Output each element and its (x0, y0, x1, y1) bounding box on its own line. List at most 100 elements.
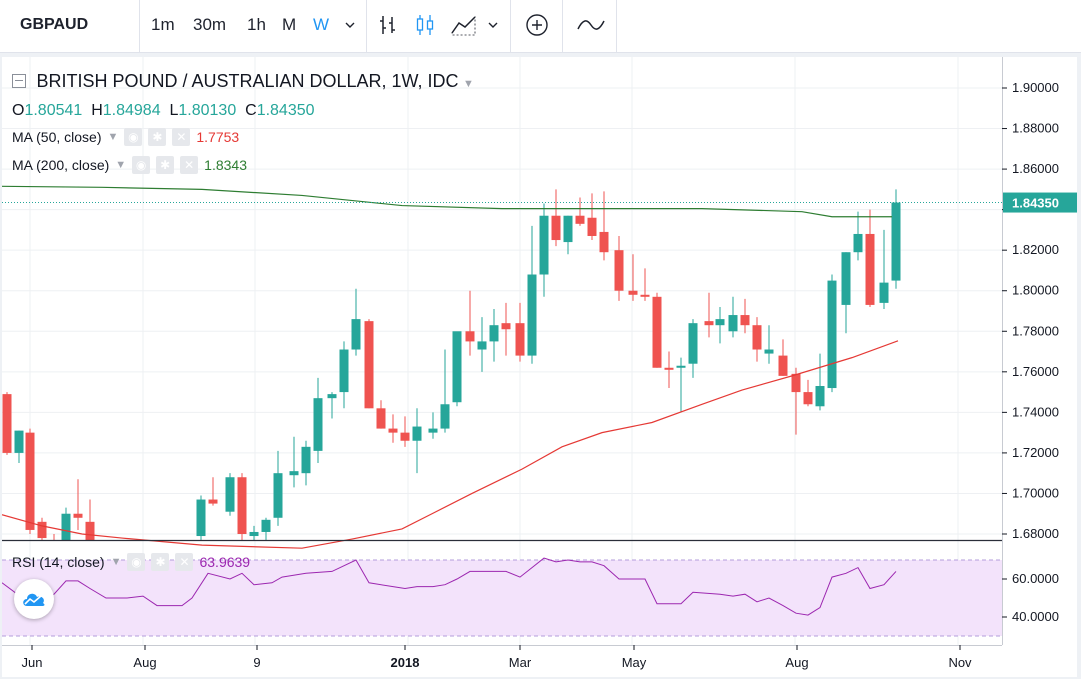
high-value: 1.84984 (102, 102, 161, 119)
candle-body (853, 233, 863, 253)
close-value: 1.84350 (256, 102, 315, 119)
candle-body (249, 531, 259, 537)
close-icon[interactable]: ✕ (180, 156, 199, 174)
candle-body (489, 325, 499, 342)
candle-body (599, 231, 609, 253)
legend-toggle-icon[interactable] (12, 74, 26, 88)
candle-body (452, 331, 462, 403)
candle-body (14, 430, 24, 453)
chevron-down-icon[interactable] (486, 0, 500, 50)
eye-icon[interactable]: ◉ (127, 553, 146, 571)
toolbar-divider (510, 0, 511, 52)
timeframe-1h[interactable]: 1h (247, 15, 266, 34)
candle-body (440, 404, 450, 429)
ma50-value: 1.7753 (196, 129, 240, 145)
time-tick-label: Jun (22, 655, 43, 670)
rsi-line (2, 557, 897, 616)
candle-body (2, 394, 12, 453)
candle-body (261, 519, 271, 532)
candle-body (364, 321, 374, 409)
candle-body (501, 323, 511, 330)
candle-body (865, 233, 875, 305)
candle-body (428, 428, 438, 433)
close-icon[interactable]: ✕ (172, 128, 191, 146)
candle-body (73, 513, 83, 518)
add-compare-icon[interactable] (524, 0, 550, 50)
chevron-down-icon[interactable]: ▼ (107, 131, 119, 143)
time-tick-label: Aug (785, 655, 808, 670)
candle-body (891, 202, 901, 281)
legend-title: BRITISH POUND / AUSTRALIAN DOLLAR, 1W, I… (36, 71, 459, 91)
timeframe-W[interactable]: W (313, 15, 330, 34)
candle-body (85, 521, 95, 540)
chevron-down-icon[interactable]: ▼ (463, 78, 474, 90)
candle-style-icon[interactable] (413, 0, 437, 50)
symbol-search[interactable]: GBPAUD (20, 0, 88, 50)
candle-body (539, 215, 549, 275)
candle-body (563, 215, 573, 243)
rsi-legend: RSI (14, close) ▼ ◉ ✱ ✕ 63.9639 (12, 553, 250, 571)
candle-body (740, 315, 750, 326)
rsi-tick-label: 40.0000 (1012, 609, 1059, 624)
price-tick-label: 1.74000 (1012, 404, 1059, 419)
time-tick-label: May (622, 655, 647, 670)
gear-icon[interactable]: ✱ (151, 553, 170, 571)
price-tick-label: 1.88000 (1012, 121, 1059, 136)
gear-icon[interactable]: ✱ (156, 156, 175, 174)
candle-body (704, 321, 714, 326)
candle-body (465, 331, 475, 342)
low-label: L (169, 102, 179, 119)
price-tick-label: 1.78000 (1012, 323, 1059, 338)
chevron-down-icon[interactable]: ▼ (115, 159, 127, 171)
symbol-label: GBPAUD (20, 16, 89, 33)
time-tick-label: 9 (253, 655, 260, 670)
cloud-icon[interactable] (14, 579, 54, 619)
ma50-label: MA (50, close) (12, 129, 102, 145)
timeframe-M[interactable]: M (282, 15, 297, 34)
candle-body (551, 215, 561, 241)
open-value: 1.80541 (24, 102, 83, 119)
time-tick-label: Aug (133, 655, 156, 670)
candle-body (477, 341, 487, 350)
open-label: O (12, 102, 25, 119)
candle-body (688, 323, 698, 364)
candle-body (237, 477, 247, 534)
last-price-badge (1003, 192, 1077, 213)
high-label: H (91, 102, 103, 119)
eye-icon[interactable]: ◉ (132, 156, 151, 174)
bar-style-icon[interactable] (376, 0, 400, 50)
indicators-icon[interactable] (576, 0, 606, 50)
chart-pane[interactable]: 1.90000 1.88000 1.86000 1.82000 1.80000 1.780… (2, 57, 1077, 677)
candle-body (225, 477, 235, 512)
gear-icon[interactable]: ✱ (148, 128, 167, 146)
ma50-line (2, 340, 899, 549)
close-icon[interactable]: ✕ (175, 553, 194, 571)
time-tick-label: Mar (509, 655, 532, 670)
candle-body (313, 398, 323, 451)
candle-body (827, 280, 837, 389)
candle-body (764, 349, 774, 354)
candle-body (841, 252, 851, 305)
area-style-icon[interactable] (450, 0, 478, 50)
candle-body (400, 432, 410, 441)
candle-body (527, 274, 537, 356)
chevron-down-icon[interactable]: ▼ (110, 556, 122, 568)
candle-body (25, 432, 35, 530)
candle-body (273, 473, 283, 518)
price-chart-svg[interactable]: 1.90000 1.88000 1.86000 1.82000 1.80000 1.780… (2, 57, 1077, 677)
chevron-down-icon[interactable] (343, 0, 357, 50)
ma200-line (2, 185, 892, 218)
rsi-tick-label: 60.0000 (1012, 571, 1059, 586)
candle-body (815, 386, 825, 407)
price-tick-label: 1.68000 (1012, 526, 1059, 541)
candle-body (664, 367, 674, 370)
candle-body (628, 290, 638, 295)
candle-body (196, 499, 206, 537)
candle-body (376, 408, 386, 429)
candle-body (778, 355, 788, 376)
timeframe-1m[interactable]: 1m (151, 15, 175, 34)
eye-icon[interactable]: ◉ (124, 128, 143, 146)
timeframe-30m[interactable]: 30m (193, 15, 227, 34)
price-tick-label: 1.90000 (1012, 80, 1059, 95)
candle-body (791, 373, 801, 393)
